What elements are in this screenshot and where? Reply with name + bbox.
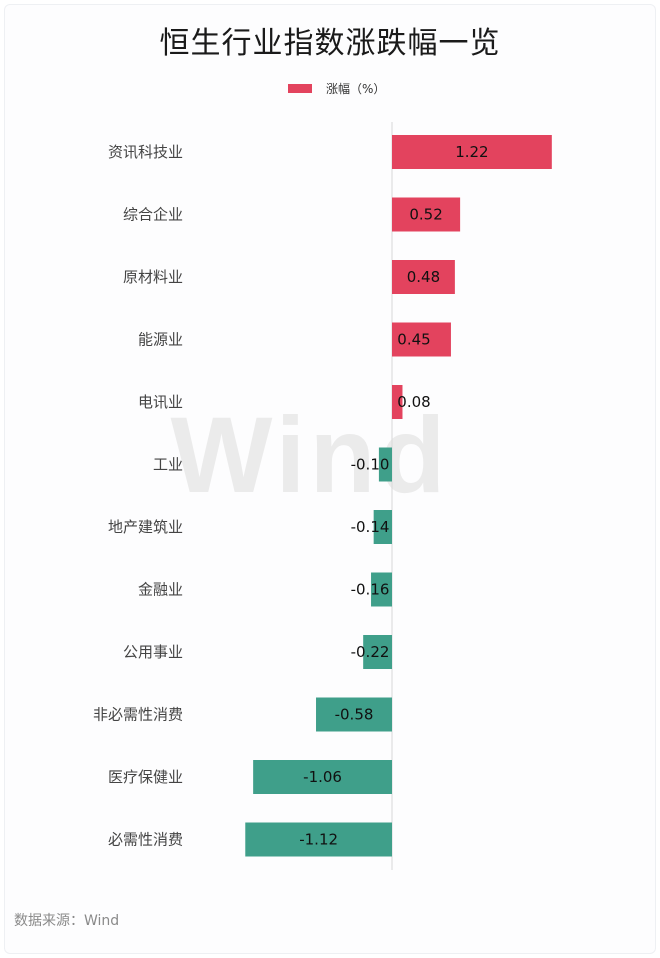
category-label-9: 非必需性消费	[93, 706, 183, 724]
value-label-1: 0.52	[409, 206, 442, 224]
category-label-5: 工业	[153, 456, 183, 474]
bar-5	[378, 447, 392, 482]
category-label-2: 原材料业	[123, 268, 183, 286]
bar-4	[392, 385, 403, 419]
data-source: 数据来源：Wind	[14, 913, 120, 929]
bar-10	[253, 760, 392, 794]
value-label-10: -1.06	[303, 768, 342, 786]
bar-6	[373, 510, 392, 544]
bar-1	[392, 197, 461, 232]
bar-7	[371, 572, 392, 607]
category-label-0: 资讯科技业	[108, 143, 183, 161]
value-label-11: -1.12	[299, 831, 338, 849]
bar-8	[363, 635, 392, 669]
value-label-5: -0.10	[351, 456, 390, 474]
bar-9	[316, 697, 392, 732]
legend-swatch	[288, 83, 312, 93]
category-label-1: 综合企业	[123, 206, 183, 224]
legend-label: 涨幅（%）	[326, 81, 386, 96]
category-label-6: 地产建筑业	[108, 518, 183, 536]
bar-2	[392, 260, 455, 294]
category-label-11: 必需性消费	[108, 831, 183, 849]
value-label-4: 0.08	[397, 393, 430, 411]
bar-3	[392, 322, 451, 357]
bar-0	[392, 135, 552, 169]
category-label-4: 电讯业	[138, 393, 183, 411]
category-label-3: 能源业	[138, 331, 183, 349]
value-label-7: -0.16	[351, 581, 390, 599]
category-label-7: 金融业	[138, 581, 183, 599]
value-label-6: -0.14	[351, 518, 390, 536]
chart-title: 恒生行业指数涨跌幅一览	[159, 26, 501, 61]
value-label-2: 0.48	[407, 268, 440, 286]
value-label-3: 0.45	[397, 331, 430, 349]
category-label-8: 公用事业	[123, 643, 183, 661]
bar-11	[245, 822, 392, 857]
legend: 涨幅（%）	[288, 78, 385, 98]
value-label-9: -0.58	[335, 706, 374, 724]
value-label-0: 1.22	[455, 143, 488, 161]
value-label-8: -0.22	[351, 643, 390, 661]
category-label-10: 医疗保健业	[108, 768, 183, 786]
